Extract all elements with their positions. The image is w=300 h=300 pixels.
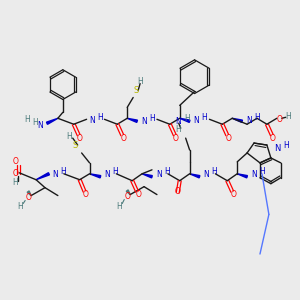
Text: N: N (251, 170, 257, 179)
Text: H: H (17, 202, 23, 211)
Text: N: N (246, 116, 252, 125)
Polygon shape (190, 174, 200, 178)
Polygon shape (180, 118, 190, 122)
Polygon shape (126, 190, 130, 195)
Text: O: O (120, 134, 126, 142)
Text: H: H (137, 77, 143, 86)
Text: N: N (274, 143, 281, 152)
Text: H: H (12, 178, 18, 187)
Text: O: O (270, 134, 276, 142)
Text: N: N (104, 170, 110, 179)
Polygon shape (27, 191, 31, 196)
Polygon shape (46, 118, 58, 124)
Text: S: S (72, 140, 77, 149)
Text: O: O (175, 187, 181, 196)
Text: H: H (116, 202, 122, 211)
Text: O: O (77, 134, 82, 142)
Text: H: H (32, 118, 38, 127)
Text: H: H (149, 114, 155, 123)
Text: N: N (141, 117, 147, 126)
Text: N: N (175, 117, 181, 126)
Text: H: H (98, 113, 103, 122)
Text: H: H (164, 167, 169, 176)
Text: O: O (25, 193, 31, 202)
Text: O: O (225, 134, 231, 142)
Text: H: H (283, 140, 289, 149)
Polygon shape (127, 118, 137, 122)
Text: N: N (194, 116, 199, 125)
Text: H: H (184, 114, 190, 123)
Text: H: H (259, 167, 265, 176)
Text: O: O (83, 190, 88, 199)
Polygon shape (142, 174, 152, 178)
Text: O: O (124, 192, 130, 201)
Text: N: N (156, 170, 162, 179)
Text: O: O (135, 190, 141, 199)
Text: O: O (277, 115, 283, 124)
Text: H: H (66, 132, 72, 141)
Polygon shape (232, 118, 242, 122)
Text: O: O (12, 158, 18, 166)
Text: H: H (60, 167, 66, 176)
Text: O: O (12, 169, 18, 178)
Text: N: N (37, 121, 43, 130)
Text: N: N (90, 116, 95, 125)
Polygon shape (36, 173, 50, 180)
Text: H: H (24, 115, 30, 124)
Text: H: H (254, 113, 260, 122)
Text: H: H (202, 113, 207, 122)
Text: O: O (173, 134, 179, 142)
Polygon shape (237, 174, 248, 178)
Text: H: H (112, 167, 118, 176)
Text: O: O (230, 190, 236, 199)
Text: N: N (203, 170, 209, 179)
Polygon shape (90, 174, 101, 178)
Text: H: H (212, 167, 217, 176)
Text: N: N (52, 170, 58, 179)
Text: H: H (175, 125, 181, 134)
Text: H: H (285, 112, 291, 121)
Text: S: S (134, 86, 139, 95)
